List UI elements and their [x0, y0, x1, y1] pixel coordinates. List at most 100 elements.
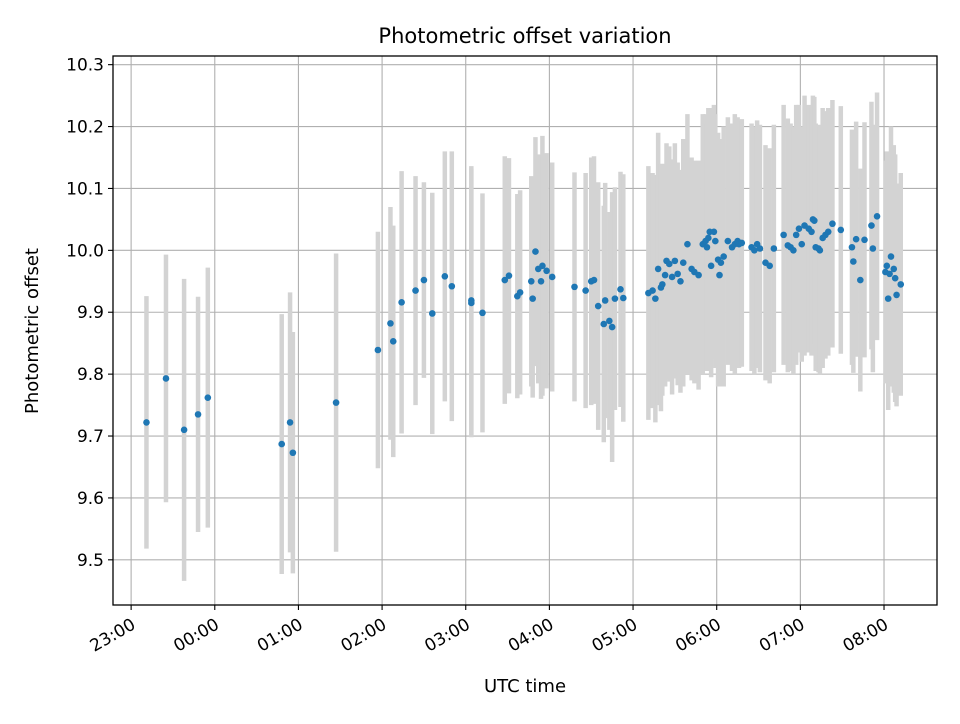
data-point	[890, 265, 898, 273]
data-point	[479, 309, 486, 317]
data-point	[766, 262, 773, 270]
data-point	[897, 281, 905, 288]
data-point	[611, 295, 619, 302]
data-point	[332, 399, 340, 406]
data-point	[668, 273, 676, 281]
data-point	[756, 245, 764, 252]
chart-title: Photometric offset variation	[378, 24, 671, 48]
data-point	[720, 253, 727, 260]
data-point	[724, 237, 732, 245]
y-tick-label: 9.5	[77, 551, 104, 571]
data-point	[420, 276, 428, 284]
data-point	[861, 236, 868, 244]
y-tick-label: 10.2	[66, 118, 104, 138]
data-point	[829, 220, 836, 228]
data-point	[792, 231, 800, 239]
data-point	[162, 375, 170, 382]
data-point	[516, 289, 524, 296]
data-point	[278, 440, 286, 448]
data-point	[601, 297, 609, 304]
data-point	[790, 247, 797, 254]
data-point	[884, 295, 892, 302]
data-point	[710, 228, 718, 236]
data-point	[180, 426, 188, 434]
data-point	[795, 225, 803, 232]
data-point	[387, 320, 394, 327]
plot-frame	[112, 55, 938, 606]
data-point	[204, 394, 212, 401]
data-point	[428, 310, 436, 317]
data-point	[527, 277, 535, 285]
data-point	[289, 449, 297, 457]
data-point	[590, 276, 598, 284]
data-point	[659, 281, 666, 288]
data-point	[194, 411, 202, 418]
data-point	[837, 226, 845, 234]
data-point	[661, 271, 669, 279]
data-point	[571, 283, 578, 291]
data-point	[883, 262, 891, 270]
data-point	[468, 299, 475, 307]
data-point	[751, 247, 758, 254]
data-point	[808, 228, 815, 236]
data-point	[537, 277, 545, 285]
data-point	[671, 257, 679, 265]
data-point	[608, 323, 616, 331]
data-point	[606, 317, 613, 325]
data-point	[705, 234, 712, 242]
data-point	[780, 231, 787, 239]
x-axis-label: UTC time	[484, 676, 566, 697]
data-point	[738, 239, 746, 247]
data-point	[505, 272, 513, 280]
data-point	[886, 270, 893, 278]
data-point	[873, 213, 881, 220]
data-point	[887, 253, 895, 260]
data-point	[594, 302, 602, 310]
data-point	[816, 247, 824, 254]
data-point	[707, 262, 715, 270]
data-point	[441, 273, 449, 280]
data-point	[143, 419, 150, 426]
data-point	[600, 320, 608, 328]
data-point	[389, 338, 397, 345]
y-axis-label: Photometric offset	[22, 248, 43, 414]
data-point	[679, 259, 687, 267]
data-point	[548, 273, 556, 281]
y-tick-label: 9.9	[77, 303, 104, 323]
data-point	[649, 287, 656, 294]
data-point	[891, 274, 899, 282]
data-point	[869, 245, 877, 252]
y-tick-label: 9.7	[77, 427, 104, 447]
data-point	[582, 287, 589, 294]
data-point	[652, 295, 659, 302]
y-tick-label: 10.3	[66, 56, 104, 76]
data-point	[286, 419, 294, 426]
data-point	[666, 260, 673, 268]
y-tick-label: 9.8	[77, 365, 104, 385]
y-tick-label: 10.1	[66, 179, 104, 199]
data-point	[674, 270, 681, 278]
data-point	[532, 248, 539, 255]
data-point	[654, 265, 662, 273]
data-point	[543, 267, 550, 275]
data-point	[695, 271, 702, 279]
data-point	[824, 228, 832, 236]
data-point	[619, 294, 627, 302]
data-point	[374, 346, 382, 354]
data-point	[811, 217, 818, 224]
data-point	[868, 222, 875, 229]
data-point	[770, 245, 778, 252]
data-point	[501, 276, 509, 284]
data-point	[717, 259, 725, 267]
data-point	[848, 243, 856, 251]
data-point	[703, 243, 711, 251]
y-tick-label: 10.0	[66, 241, 104, 261]
y-tick-label: 9.6	[77, 489, 104, 509]
data-point	[852, 235, 860, 243]
data-point	[893, 291, 900, 299]
data-point	[857, 276, 864, 284]
data-point	[716, 271, 723, 279]
data-point	[412, 287, 419, 294]
data-point	[398, 299, 405, 306]
